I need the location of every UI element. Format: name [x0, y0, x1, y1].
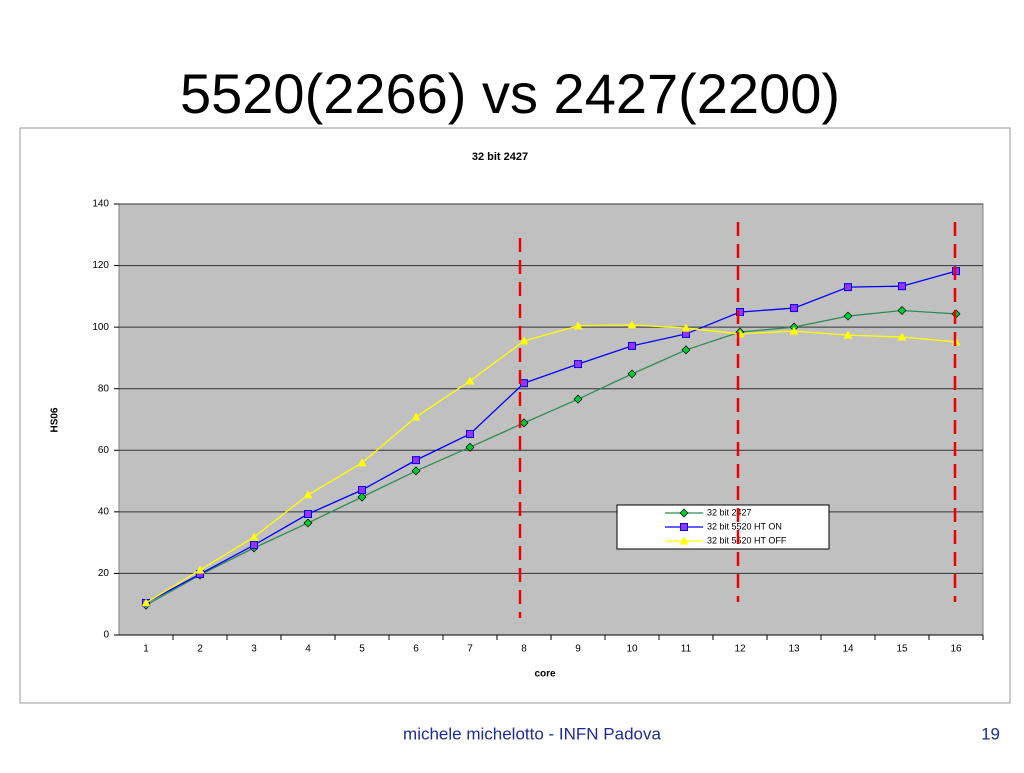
marker	[843, 311, 853, 321]
x-tick-label: 12	[734, 644, 746, 655]
marker	[465, 376, 475, 385]
y-tick-label: 80	[98, 383, 110, 394]
x-tick-label: 9	[575, 644, 581, 655]
x-tick-label: 11	[681, 644, 692, 655]
marker	[250, 541, 258, 550]
x-tick-label: 15	[896, 644, 908, 655]
marker	[898, 282, 906, 291]
marker	[897, 306, 907, 316]
marker	[627, 320, 637, 329]
series-line	[145, 324, 957, 604]
legend-box	[616, 504, 830, 550]
marker	[304, 510, 312, 519]
footer: michele michelotto - INFN Padova	[403, 724, 661, 743]
x-tick-label: 16	[950, 644, 962, 655]
marker	[627, 369, 637, 379]
marker	[195, 565, 205, 574]
y-tick-label: 120	[92, 260, 109, 271]
marker	[519, 418, 529, 428]
x-tick-label: 13	[788, 644, 800, 655]
marker	[520, 379, 528, 388]
marker	[790, 304, 798, 313]
legend-label: 32 bit 2427	[707, 507, 752, 517]
legend-label: 32 bit 5520 HT OFF	[707, 535, 787, 545]
marker	[897, 332, 907, 341]
marker	[736, 308, 744, 317]
x-tick-label: 7	[467, 644, 473, 655]
marker	[681, 345, 691, 355]
marker	[303, 490, 313, 499]
series-line	[145, 309, 957, 606]
marker	[789, 326, 799, 335]
legend: 32 bit 2427 32 bit 5520 HT ON 32 bit 5520 …	[616, 504, 830, 550]
chart-title: 32 bit 2427	[472, 151, 528, 163]
x-tick-label: 6	[413, 644, 419, 655]
y-tick-label: 140	[92, 199, 109, 210]
x-tick-label: 3	[251, 644, 257, 655]
marker	[573, 321, 583, 330]
y-axis-label: HS06	[50, 407, 61, 432]
annotation-lines	[518, 222, 957, 618]
marker	[357, 492, 367, 502]
marker	[843, 330, 853, 339]
y-tick-label: 100	[92, 322, 109, 333]
y-tick-label: 60	[98, 445, 110, 456]
marker	[679, 536, 689, 545]
marker	[358, 485, 366, 494]
marker	[519, 336, 529, 345]
page-number: 19	[981, 724, 1000, 743]
marker	[357, 458, 367, 467]
marker	[249, 532, 259, 541]
legend-label: 32 bit 5520 HT ON	[707, 521, 782, 531]
x-tick-label: 4	[305, 644, 311, 655]
y-tick-label: 20	[98, 568, 110, 579]
y-tick-label: 40	[98, 506, 110, 517]
marker	[303, 518, 313, 528]
slide-title: 5520(2266) vs 2427(2200)	[180, 62, 840, 125]
marker	[628, 341, 636, 350]
x-tick-label: 8	[521, 644, 527, 655]
x-tick-label: 1	[143, 644, 149, 655]
marker	[844, 283, 852, 292]
marker	[680, 523, 688, 531]
marker	[141, 598, 151, 607]
marker	[411, 466, 421, 476]
marker	[465, 442, 475, 452]
series-line	[145, 270, 957, 604]
x-axis-label: core	[534, 669, 556, 680]
plot-area	[118, 203, 984, 636]
marker	[412, 456, 420, 465]
marker	[681, 323, 691, 332]
marker	[466, 429, 474, 438]
x-tick-label: 2	[197, 644, 203, 655]
marker	[574, 360, 582, 369]
x-tick-label: 14	[842, 644, 854, 655]
y-tick-label: 0	[103, 630, 109, 641]
x-tick-label: 10	[626, 644, 638, 655]
marker	[411, 412, 421, 421]
x-tick-label: 5	[359, 644, 365, 655]
marker	[573, 394, 583, 404]
marker	[679, 508, 689, 518]
